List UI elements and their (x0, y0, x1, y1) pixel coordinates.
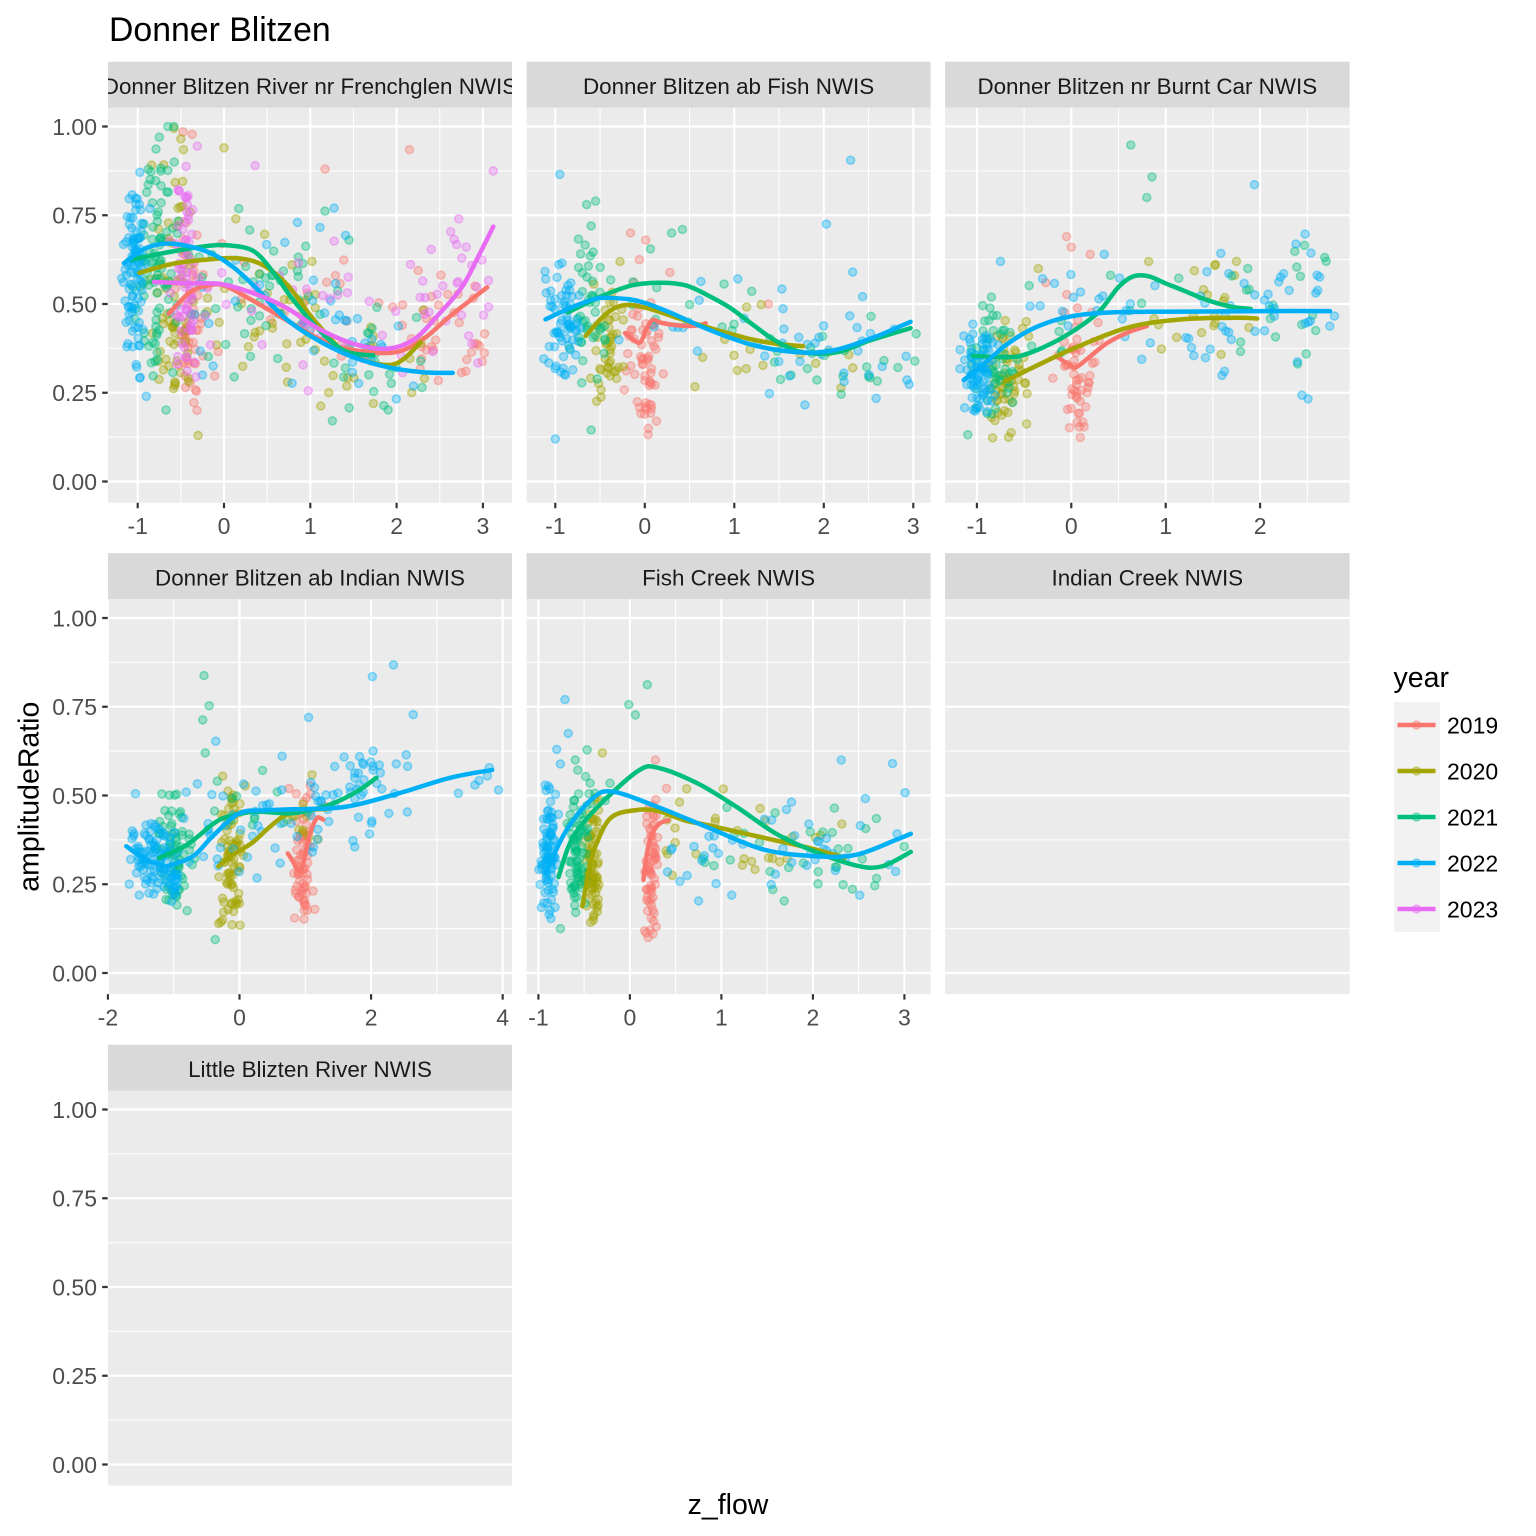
svg-text:0: 0 (233, 1005, 246, 1031)
svg-text:2: 2 (1254, 513, 1267, 539)
svg-text:Donner Blitzen ab Indian NWIS: Donner Blitzen ab Indian NWIS (155, 565, 465, 590)
svg-text:0.50: 0.50 (52, 1274, 97, 1300)
svg-text:4: 4 (496, 1005, 509, 1031)
svg-text:0.75: 0.75 (52, 694, 97, 720)
svg-text:1.00: 1.00 (52, 1097, 97, 1123)
svg-text:0.00: 0.00 (52, 1452, 97, 1478)
svg-text:0: 0 (638, 513, 651, 539)
svg-text:0.50: 0.50 (52, 291, 97, 317)
svg-text:Donner Blitzen ab Fish NWIS: Donner Blitzen ab Fish NWIS (583, 74, 874, 99)
svg-text:0.50: 0.50 (52, 783, 97, 809)
svg-text:2022: 2022 (1447, 850, 1498, 876)
svg-text:-1: -1 (127, 513, 147, 539)
svg-text:0.25: 0.25 (52, 872, 97, 898)
svg-text:1: 1 (1159, 513, 1172, 539)
svg-text:0: 0 (218, 513, 231, 539)
svg-text:1: 1 (304, 513, 317, 539)
svg-text:2: 2 (807, 1005, 820, 1031)
svg-text:Donner Blitzen nr Burnt Car NW: Donner Blitzen nr Burnt Car NWIS (977, 74, 1317, 99)
svg-text:1.00: 1.00 (52, 605, 97, 631)
svg-text:3: 3 (477, 513, 490, 539)
svg-text:0.25: 0.25 (52, 380, 97, 406)
svg-text:-2: -2 (98, 1005, 118, 1031)
svg-text:Donner Blitzen River nr French: Donner Blitzen River nr Frenchglen NWIS (103, 74, 517, 99)
svg-text:-1: -1 (967, 513, 987, 539)
svg-text:1: 1 (728, 513, 741, 539)
svg-text:2: 2 (365, 1005, 378, 1031)
svg-text:year: year (1394, 662, 1450, 694)
svg-text:2019: 2019 (1447, 712, 1498, 738)
svg-text:Little Blizten River NWIS: Little Blizten River NWIS (188, 1057, 432, 1082)
svg-text:2023: 2023 (1447, 896, 1498, 922)
svg-text:0.00: 0.00 (52, 960, 97, 986)
svg-text:z_flow: z_flow (688, 1489, 769, 1521)
svg-text:Indian Creek NWIS: Indian Creek NWIS (1051, 565, 1243, 590)
svg-text:0.25: 0.25 (52, 1363, 97, 1389)
svg-text:-1: -1 (528, 1005, 548, 1031)
svg-text:-1: -1 (545, 513, 565, 539)
svg-text:Fish Creek NWIS: Fish Creek NWIS (642, 565, 815, 590)
svg-text:0: 0 (624, 1005, 637, 1031)
svg-text:amplitudeRatio: amplitudeRatio (14, 702, 46, 892)
svg-text:0.75: 0.75 (52, 203, 97, 229)
svg-text:3: 3 (907, 513, 920, 539)
svg-text:1: 1 (715, 1005, 728, 1031)
svg-text:0: 0 (1065, 513, 1078, 539)
svg-text:2: 2 (817, 513, 830, 539)
svg-text:2020: 2020 (1447, 758, 1498, 784)
svg-text:Donner Blitzen: Donner Blitzen (109, 11, 331, 49)
svg-text:1.00: 1.00 (52, 114, 97, 140)
svg-text:3: 3 (898, 1005, 911, 1031)
svg-text:0.75: 0.75 (52, 1186, 97, 1212)
svg-text:0.00: 0.00 (52, 469, 97, 495)
svg-text:2: 2 (390, 513, 403, 539)
svg-text:2021: 2021 (1447, 804, 1498, 830)
